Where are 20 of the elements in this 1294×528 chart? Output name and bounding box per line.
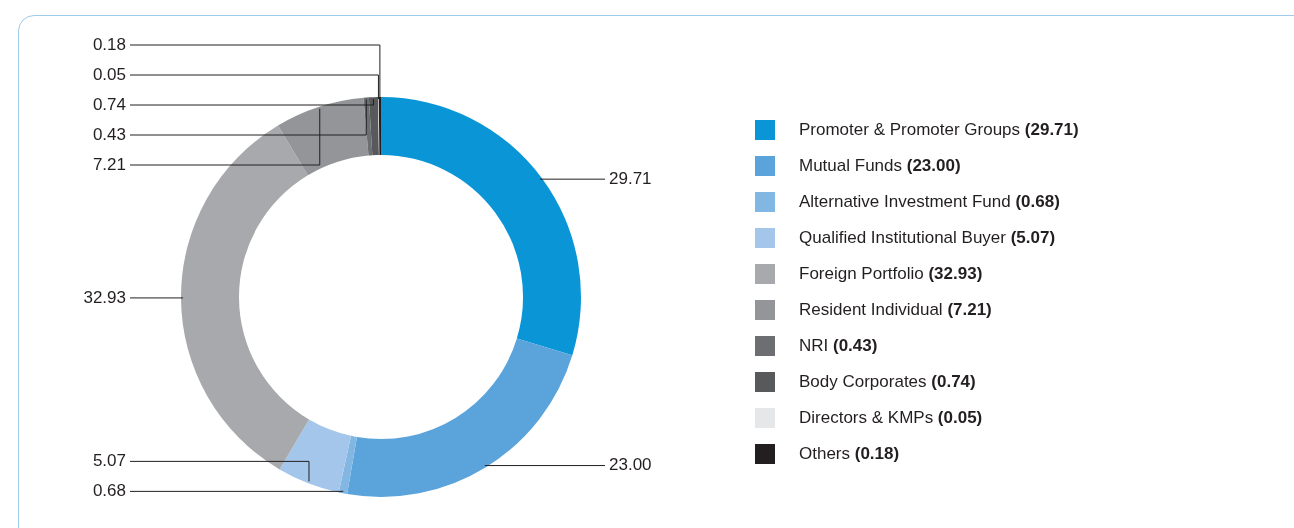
data-label: 5.07: [92, 451, 126, 471]
legend-label: Resident Individual (7.21): [799, 300, 992, 320]
legend-label: Promoter & Promoter Groups (29.71): [799, 120, 1079, 140]
legend-label: Alternative Investment Fund (0.68): [799, 192, 1060, 212]
legend-label: Body Corporates (0.74): [799, 372, 976, 392]
data-label: 7.21: [92, 154, 126, 174]
legend-label: Mutual Funds (23.00): [799, 156, 961, 176]
data-label: 23.00: [609, 455, 652, 475]
legend-label: Directors & KMPs (0.05): [799, 408, 983, 428]
legend-label: NRI (0.43): [799, 336, 878, 356]
legend-label: Others (0.18): [799, 444, 900, 464]
data-label: 0.18: [92, 34, 126, 54]
legend-label: Qualified Institutional Buyer (5.07): [799, 228, 1056, 248]
data-label: 32.93: [83, 287, 126, 307]
data-label: 0.68: [92, 481, 126, 501]
data-label: 0.43: [92, 124, 126, 144]
legend-label: Foreign Portfolio (32.93): [799, 264, 983, 284]
data-label: 0.05: [92, 64, 126, 84]
data-label: 0.74: [92, 94, 126, 114]
data-label: 29.71: [609, 168, 652, 188]
